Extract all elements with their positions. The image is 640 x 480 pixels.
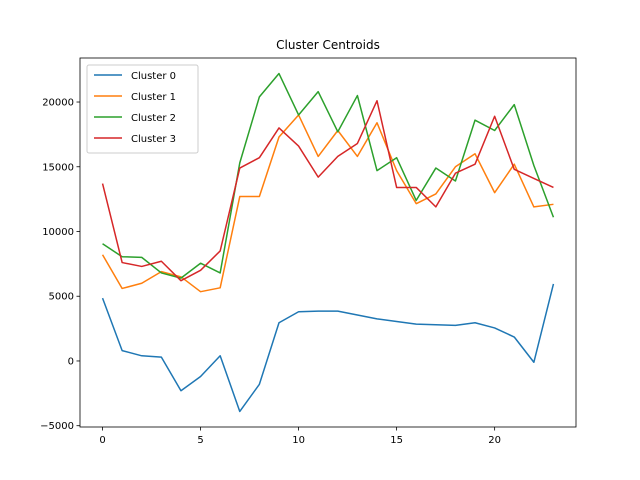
y-tick-label: 10000 — [42, 227, 74, 238]
chart-title: Cluster Centroids — [276, 38, 380, 52]
x-tick-label: 10 — [292, 435, 305, 446]
legend-label-cluster-0: Cluster 0 — [131, 71, 176, 82]
series-line-cluster-1 — [101, 114, 554, 293]
legend-label-cluster-2: Cluster 2 — [131, 113, 176, 124]
axes-frame — [79, 57, 577, 428]
x-tick-label: 15 — [390, 435, 403, 446]
legend: Cluster 0 Cluster 1 Cluster 2 Cluster 3 — [86, 64, 199, 154]
series-line-cluster-0 — [101, 283, 555, 413]
y-tick-label: −5000 — [40, 421, 74, 432]
legend-label-cluster-3: Cluster 3 — [131, 134, 176, 145]
y-tick-label: 5000 — [49, 292, 74, 303]
plot-area: 0 5 10 15 20 −5000 0 5000 10000 15000 20000 — [40, 57, 577, 446]
legend-label-cluster-1: Cluster 1 — [131, 92, 176, 103]
y-tick-label: 15000 — [42, 162, 74, 173]
y-tick-label: 0 — [68, 356, 74, 367]
x-tick-label: 5 — [197, 435, 203, 446]
y-tick-label: 20000 — [42, 98, 74, 109]
x-tick-label: 0 — [99, 435, 105, 446]
legend-box — [86, 64, 199, 154]
x-tick-label: 20 — [488, 435, 501, 446]
series-line-cluster-3 — [101, 99, 554, 282]
